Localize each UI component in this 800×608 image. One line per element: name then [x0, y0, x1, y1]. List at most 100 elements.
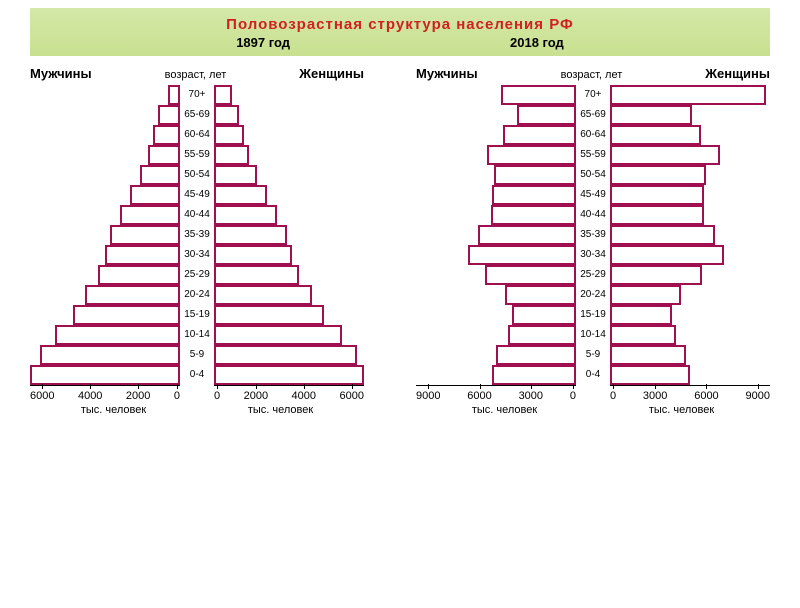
age-label: 70+	[576, 85, 610, 105]
bar-female	[214, 245, 292, 265]
charts-container: Мужчинывозраст, летЖенщины70+65-6960-645…	[0, 66, 800, 416]
bar-male	[73, 305, 181, 325]
bar-female	[214, 185, 267, 205]
bar-female	[610, 285, 681, 305]
age-label: 40-44	[180, 205, 214, 225]
age-label: 25-29	[180, 265, 214, 285]
bar-male	[505, 285, 576, 305]
age-label: 20-24	[180, 285, 214, 305]
age-label: 10-14	[180, 325, 214, 345]
bar-female	[214, 85, 232, 105]
bar-female	[610, 245, 724, 265]
bar-male	[487, 145, 576, 165]
age-label: 35-39	[576, 225, 610, 245]
bar-female	[214, 345, 357, 365]
bar-female	[214, 265, 299, 285]
age-label: 55-59	[576, 145, 610, 165]
age-label: 65-69	[576, 105, 610, 125]
bar-male	[512, 305, 576, 325]
bar-female	[214, 105, 239, 125]
bar-male	[148, 145, 181, 165]
bar-male	[485, 265, 576, 285]
bar-female	[214, 225, 287, 245]
age-label: 60-64	[576, 125, 610, 145]
bar-male	[503, 125, 576, 145]
age-label: 15-19	[180, 305, 214, 325]
bar-male	[85, 285, 180, 305]
year-row: 1897 год 2018 год	[30, 35, 770, 50]
year-left: 1897 год	[236, 35, 290, 50]
age-label: 35-39	[180, 225, 214, 245]
bar-female	[610, 105, 692, 125]
age-label: 30-34	[180, 245, 214, 265]
bar-male	[492, 185, 576, 205]
bar-male	[168, 85, 181, 105]
bar-male	[98, 265, 181, 285]
age-label: 5-9	[180, 345, 214, 365]
bar-female	[214, 365, 364, 385]
bar-female	[214, 125, 244, 145]
bar-female	[610, 265, 702, 285]
age-label: 30-34	[576, 245, 610, 265]
bar-male	[158, 105, 181, 125]
bar-male	[55, 325, 180, 345]
bar-male	[501, 85, 576, 105]
bar-female	[610, 185, 704, 205]
age-label: 50-54	[576, 165, 610, 185]
label-women: Женщины	[299, 66, 364, 81]
bar-female	[610, 305, 672, 325]
bar-male	[478, 225, 576, 245]
label-age-axis: возраст, лет	[165, 69, 227, 81]
age-label: 5-9	[576, 345, 610, 365]
label-men: Мужчины	[416, 66, 478, 81]
bar-female	[610, 345, 686, 365]
year-right: 2018 год	[510, 35, 564, 50]
label-men: Мужчины	[30, 66, 92, 81]
age-label: 0-4	[180, 365, 214, 385]
x-axis: 90006000300000300060009000	[416, 390, 770, 402]
bar-female	[214, 305, 324, 325]
bar-male	[30, 365, 180, 385]
bar-female	[610, 125, 701, 145]
age-label: 10-14	[576, 325, 610, 345]
bar-male	[494, 165, 576, 185]
pyramid-1897: Мужчинывозраст, летЖенщины70+65-6960-645…	[30, 66, 364, 416]
main-title: Половозрастная структура населения РФ	[30, 16, 770, 33]
pyramid-2018: Мужчинывозраст, летЖенщины70+65-6960-645…	[416, 66, 770, 416]
age-label: 25-29	[576, 265, 610, 285]
bar-female	[610, 225, 715, 245]
bar-female	[610, 85, 766, 105]
bar-female	[610, 325, 676, 345]
bar-male	[468, 245, 576, 265]
label-women: Женщины	[705, 66, 770, 81]
age-label: 45-49	[576, 185, 610, 205]
bar-female	[214, 205, 277, 225]
bar-male	[508, 325, 576, 345]
age-label: 60-64	[180, 125, 214, 145]
x-axis: 60004000200000200040006000	[30, 390, 364, 402]
bar-male	[110, 225, 180, 245]
age-label: 65-69	[180, 105, 214, 125]
age-label: 15-19	[576, 305, 610, 325]
x-axis-label: тыс. человектыс. человек	[416, 404, 770, 416]
label-age-axis: возраст, лет	[561, 69, 623, 81]
bar-female	[214, 165, 257, 185]
bar-female	[214, 325, 342, 345]
bar-female	[214, 145, 249, 165]
bar-male	[492, 365, 576, 385]
x-axis-label: тыс. человектыс. человек	[30, 404, 364, 416]
title-banner: Половозрастная структура населения РФ 18…	[30, 8, 770, 56]
bar-female	[214, 285, 312, 305]
bar-male	[120, 205, 180, 225]
age-label: 40-44	[576, 205, 610, 225]
age-label: 0-4	[576, 365, 610, 385]
bar-female	[610, 165, 706, 185]
age-label: 50-54	[180, 165, 214, 185]
bar-female	[610, 145, 720, 165]
bar-male	[130, 185, 180, 205]
age-label: 70+	[180, 85, 214, 105]
bar-male	[496, 345, 576, 365]
bar-female	[610, 205, 704, 225]
bar-male	[517, 105, 576, 125]
age-label: 55-59	[180, 145, 214, 165]
